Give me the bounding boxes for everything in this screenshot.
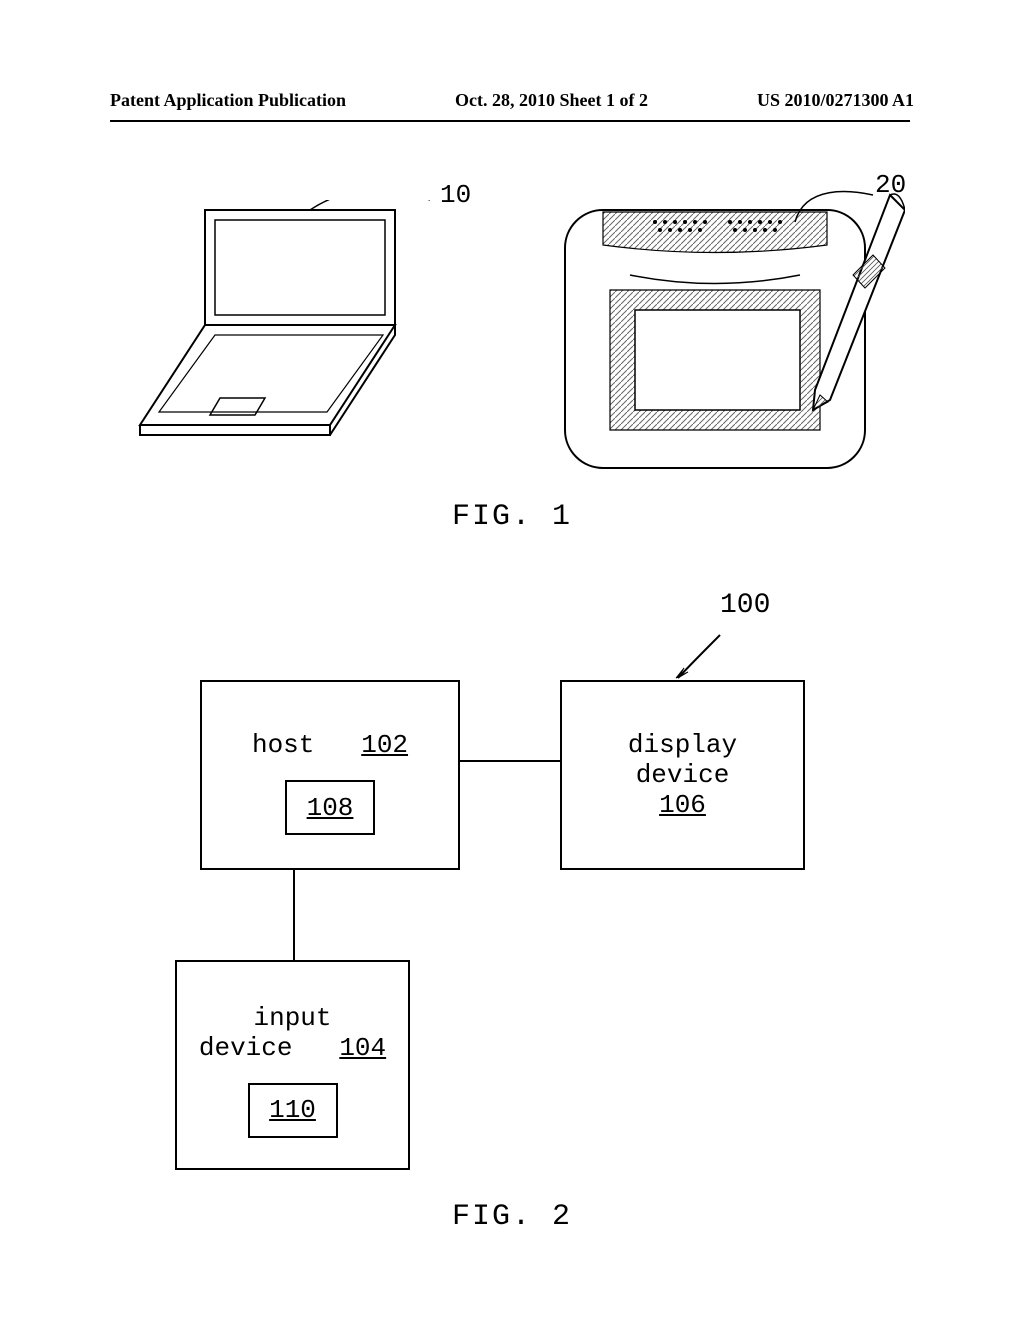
page-header: Patent Application Publication Oct. 28, …: [0, 90, 1024, 111]
input-line2-row: device 104: [199, 1033, 386, 1063]
host-label-row: host 102: [252, 730, 408, 760]
host-ref: 102: [361, 730, 408, 760]
host-inner-block: 108: [285, 780, 375, 835]
display-line2: device: [636, 760, 730, 790]
tablet-drawing: [555, 190, 905, 480]
figure-1-label: FIG. 1: [0, 500, 1024, 534]
figure-2-label: FIG. 2: [0, 1200, 1024, 1234]
input-block: input device 104 110: [175, 960, 410, 1170]
system-ref-label: 100: [720, 590, 770, 621]
host-text: host: [252, 730, 314, 760]
laptop-ref-label: 10: [440, 180, 471, 210]
laptop-drawing: [135, 200, 435, 440]
header-center: Oct. 28, 2010 Sheet 1 of 2: [455, 90, 648, 111]
display-ref: 106: [659, 790, 706, 820]
host-block: host 102 108: [200, 680, 460, 870]
input-line1: input: [253, 1003, 331, 1033]
input-line2: device: [199, 1033, 293, 1063]
header-rule: [110, 120, 910, 122]
header-left: Patent Application Publication: [110, 90, 346, 111]
input-ref: 104: [339, 1033, 386, 1063]
figure-1: 10: [0, 170, 1024, 510]
host-input-connector: [293, 870, 295, 960]
input-inner-ref: 110: [269, 1095, 316, 1125]
display-block: display device 106: [560, 680, 805, 870]
host-inner-ref: 108: [307, 793, 354, 823]
header-right: US 2010/0271300 A1: [757, 90, 914, 111]
input-inner-block: 110: [248, 1083, 338, 1138]
figure-2: 100 host 102 108 display device 106 inpu…: [0, 590, 1024, 1140]
display-line1: display: [628, 730, 737, 760]
tablet-ref-label: 20: [875, 170, 906, 200]
host-display-connector: [460, 760, 560, 762]
